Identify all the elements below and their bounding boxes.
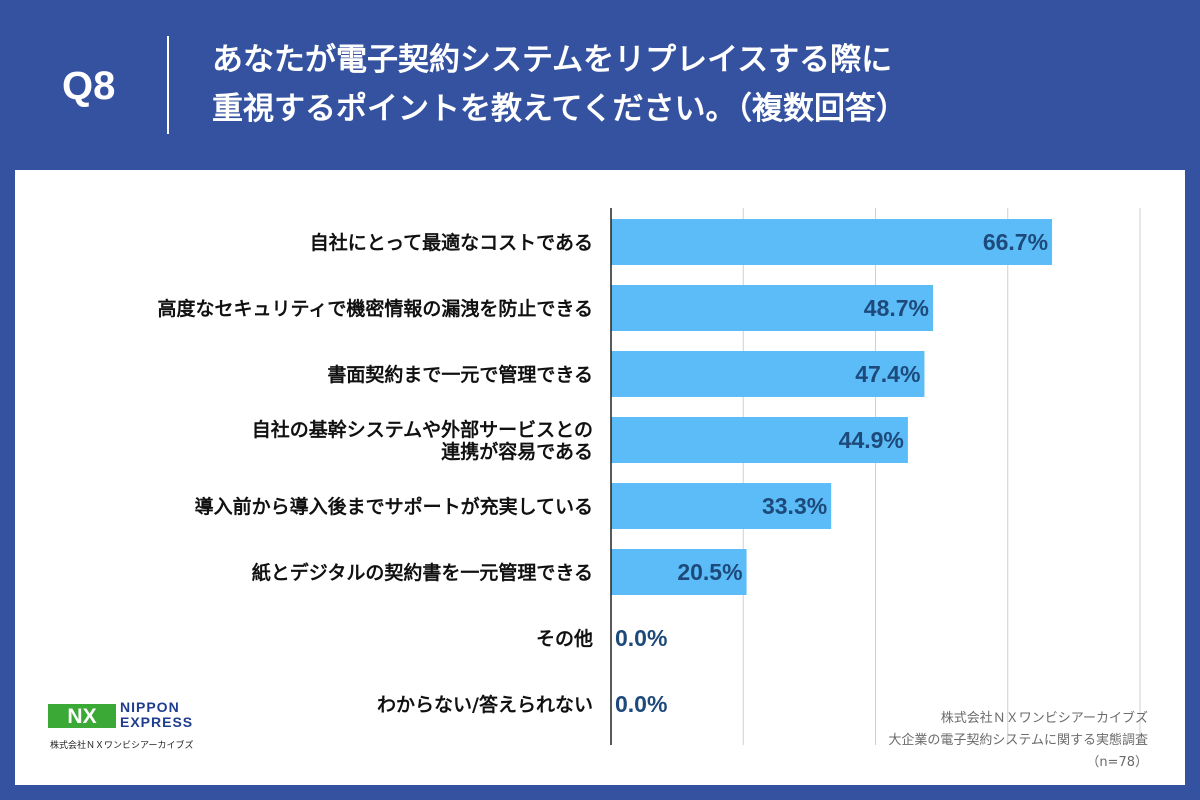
value-label: 20.5% (677, 559, 742, 585)
category-label: わからない/答えられない (377, 693, 593, 716)
question-title-line2: 重視するポイントを教えてください。（複数回答） (212, 91, 908, 127)
source-note: 株式会社ＮＸワンビシアーカイブズ 大企業の電子契約システムに関する実態調査 （n… (888, 708, 1148, 774)
value-label: 44.9% (839, 427, 904, 453)
source-line3: （n=78） (1086, 755, 1148, 770)
bar (611, 549, 747, 595)
bar (611, 285, 934, 331)
category-label: 紙とデジタルの契約書を一元管理できる (252, 561, 593, 584)
header-divider (167, 36, 169, 134)
nx-logo-mark: NX (48, 704, 116, 728)
category-label: 導入前から導入後までサポートが充実している (195, 495, 593, 518)
category-label: 自社の基幹システムや外部サービスとの (252, 418, 593, 441)
value-label: 33.3% (762, 493, 827, 519)
source-line1: 株式会社ＮＸワンビシアーカイブズ (940, 711, 1148, 726)
value-label: 66.7% (983, 229, 1048, 255)
source-line2: 大企業の電子契約システムに関する実態調査 (888, 733, 1148, 748)
chart-panel: 66.7% 自社にとって最適なコストである 48.7% 高度なセキュリティで機密情報の… (15, 170, 1185, 785)
question-title: あなたが電子契約システムをリプレイスする際に 重視するポイントを教えてください。… (212, 36, 1172, 134)
question-header: Q8 あなたが電子契約システムをリプレイスする際に 重視するポイントを教えてくだ… (0, 0, 1200, 170)
category-label: 連携が容易である (441, 440, 593, 463)
category-label: 高度なセキュリティで機密情報の漏洩を防止できる (158, 297, 593, 320)
bar (611, 219, 1053, 265)
value-label: 0.0% (615, 625, 667, 651)
bar (611, 417, 908, 463)
company-logo: NX NIPPON EXPRESS 株式会社ＮＸワンビシアーカイブズ (48, 698, 208, 758)
value-label: 47.4% (855, 361, 920, 387)
logo-mark-text: NX (67, 705, 96, 728)
logo-brand-line1: NIPPON (120, 699, 180, 715)
category-label: 書面契約まで一元で管理できる (327, 363, 593, 386)
value-label: 48.7% (864, 295, 929, 321)
bar (611, 351, 925, 397)
question-title-line1: あなたが電子契約システムをリプレイスする際に (212, 42, 893, 78)
question-number: Q8 (62, 64, 116, 108)
logo-company-name: 株式会社ＮＸワンビシアーカイブズ (50, 741, 194, 751)
logo-brand-line2: EXPRESS (120, 714, 194, 730)
category-label: その他 (536, 627, 593, 650)
logo-brand: NIPPON EXPRESS (120, 700, 193, 730)
value-label: 0.0% (615, 691, 667, 717)
category-label: 自社にとって最適なコストである (310, 231, 593, 254)
bar (611, 483, 832, 529)
bar-chart: 66.7% 自社にとって最適なコストである 48.7% 高度なセキュリティで機密情報の… (158, 208, 1141, 745)
